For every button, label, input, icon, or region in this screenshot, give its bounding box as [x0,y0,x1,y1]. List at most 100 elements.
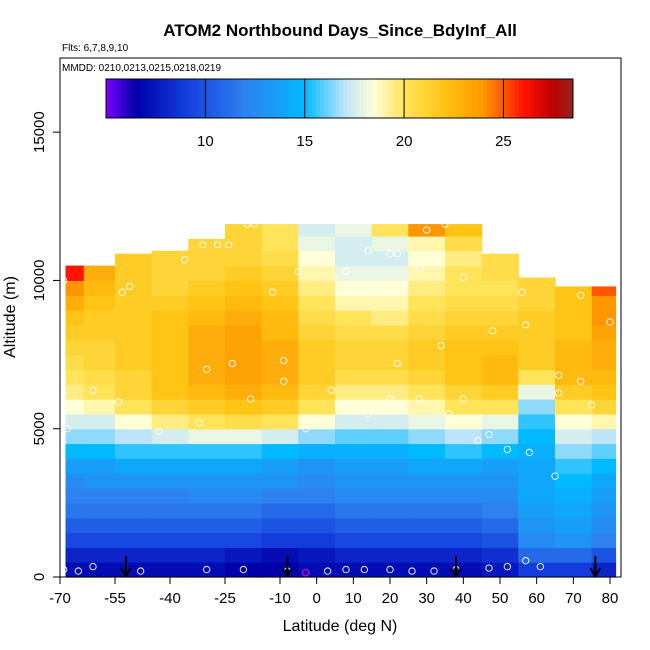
sample-point [437,342,445,350]
heatmap-cell [83,265,116,281]
sample-point [485,430,493,439]
heatmap-cell [83,280,116,296]
heatmap-cell [151,265,189,281]
sample-point [415,395,423,403]
colorbar-segment [502,79,508,118]
heatmap-cell [261,310,299,326]
heatmap-cell [261,339,299,356]
heatmap-cell [298,235,336,252]
colorbar-segment [164,79,169,118]
heatmap-cell [83,532,116,548]
dates-note: MMDD: 0210,0213,0215,0218,0219 [62,63,221,74]
heatmap-cell [335,280,373,296]
heatmap-cell [408,428,446,445]
sample-point [522,321,530,329]
sample-point [199,241,207,249]
heatmap-cell [83,339,116,356]
heatmap-cell [518,280,556,296]
heatmap-cell [408,235,446,252]
heatmap-cell [115,324,153,341]
heatmap-cell [335,562,373,578]
heatmap-cell [225,354,263,370]
heatmap-cell [335,354,373,370]
heatmap-cell [298,224,336,237]
heatmap-cell [151,339,189,356]
heatmap-cell [591,488,617,504]
colorbar-segment [312,79,317,118]
flights-note: Flts: 6,7,8,9,10 [62,43,129,54]
heatmap-cell [261,517,299,534]
sample-point [577,291,585,299]
colorbar-segment [160,79,165,118]
heatmap-cell [371,224,409,237]
heatmap-cell [188,413,226,430]
heatmap-cell [335,224,373,237]
heatmap-cell [445,413,483,430]
heatmap-cell [225,399,263,415]
heatmap-cell [335,235,373,252]
heatmap-cell [371,413,409,430]
heatmap-cell [298,473,336,489]
heatmap-cell [65,354,85,370]
heatmap-cell [83,502,116,519]
sample-point [503,445,511,454]
heatmap-cell [83,384,116,400]
colorbar-segment [257,79,263,118]
heatmap-cell [481,488,519,504]
colorbar-segment [242,79,247,118]
heatmap-cell [445,280,483,296]
plot-frame [59,57,622,578]
colorbar-segment [448,79,453,118]
heatmap-cell [371,265,409,281]
sample-point [503,562,511,571]
heatmap-cell [591,339,617,356]
colorbar-segment [253,79,259,118]
heatmap-cell [408,488,446,504]
sample-point [386,565,394,574]
heatmap-cell [298,458,336,474]
heatmap-cell [83,547,116,563]
heatmap-cell [188,250,226,267]
heatmap-cell [65,473,85,489]
heatmap-cell [115,253,153,267]
sample-point [606,318,614,326]
heatmap-cell [83,458,116,474]
heatmap-cell [65,547,85,563]
colorbar-segment [390,79,395,118]
colorbar-segment [179,79,185,118]
heatmap-cell [445,502,483,519]
heatmap-cell [115,369,153,385]
heatmap-cell [335,458,373,474]
heatmap-cell [518,517,556,534]
heatmap-cell [261,399,299,415]
heatmap-cell [65,295,85,311]
sample-point [63,425,71,433]
heatmap-cell [151,310,189,326]
heatmap-cell [83,295,116,311]
heatmap-cell [188,517,226,534]
heatmap-cell [188,458,226,474]
colorbar-segment [246,79,251,118]
sample-point [89,386,97,394]
heatmap-cell [115,532,153,548]
sample-point [386,250,394,258]
heatmap-cell [591,473,617,489]
heatmap-cell [298,413,336,430]
heatmap-cell [65,502,85,519]
heatmap-cell [151,502,189,519]
colorbar-segment [526,79,531,118]
heatmap-cell [591,369,617,385]
heatmap-cell [371,547,409,563]
colorbar-segment [214,79,220,118]
heatmap-cell [481,562,519,578]
heatmap-cell [335,310,373,326]
heatmap-cell [371,562,409,578]
heatmap-cell [371,517,409,534]
sample-point [577,377,585,385]
heatmap-cell [481,310,519,326]
colorbar-segment [296,79,302,118]
sample-point [247,395,255,403]
heatmap-cell [555,286,593,296]
heatmap-cell [188,502,226,519]
